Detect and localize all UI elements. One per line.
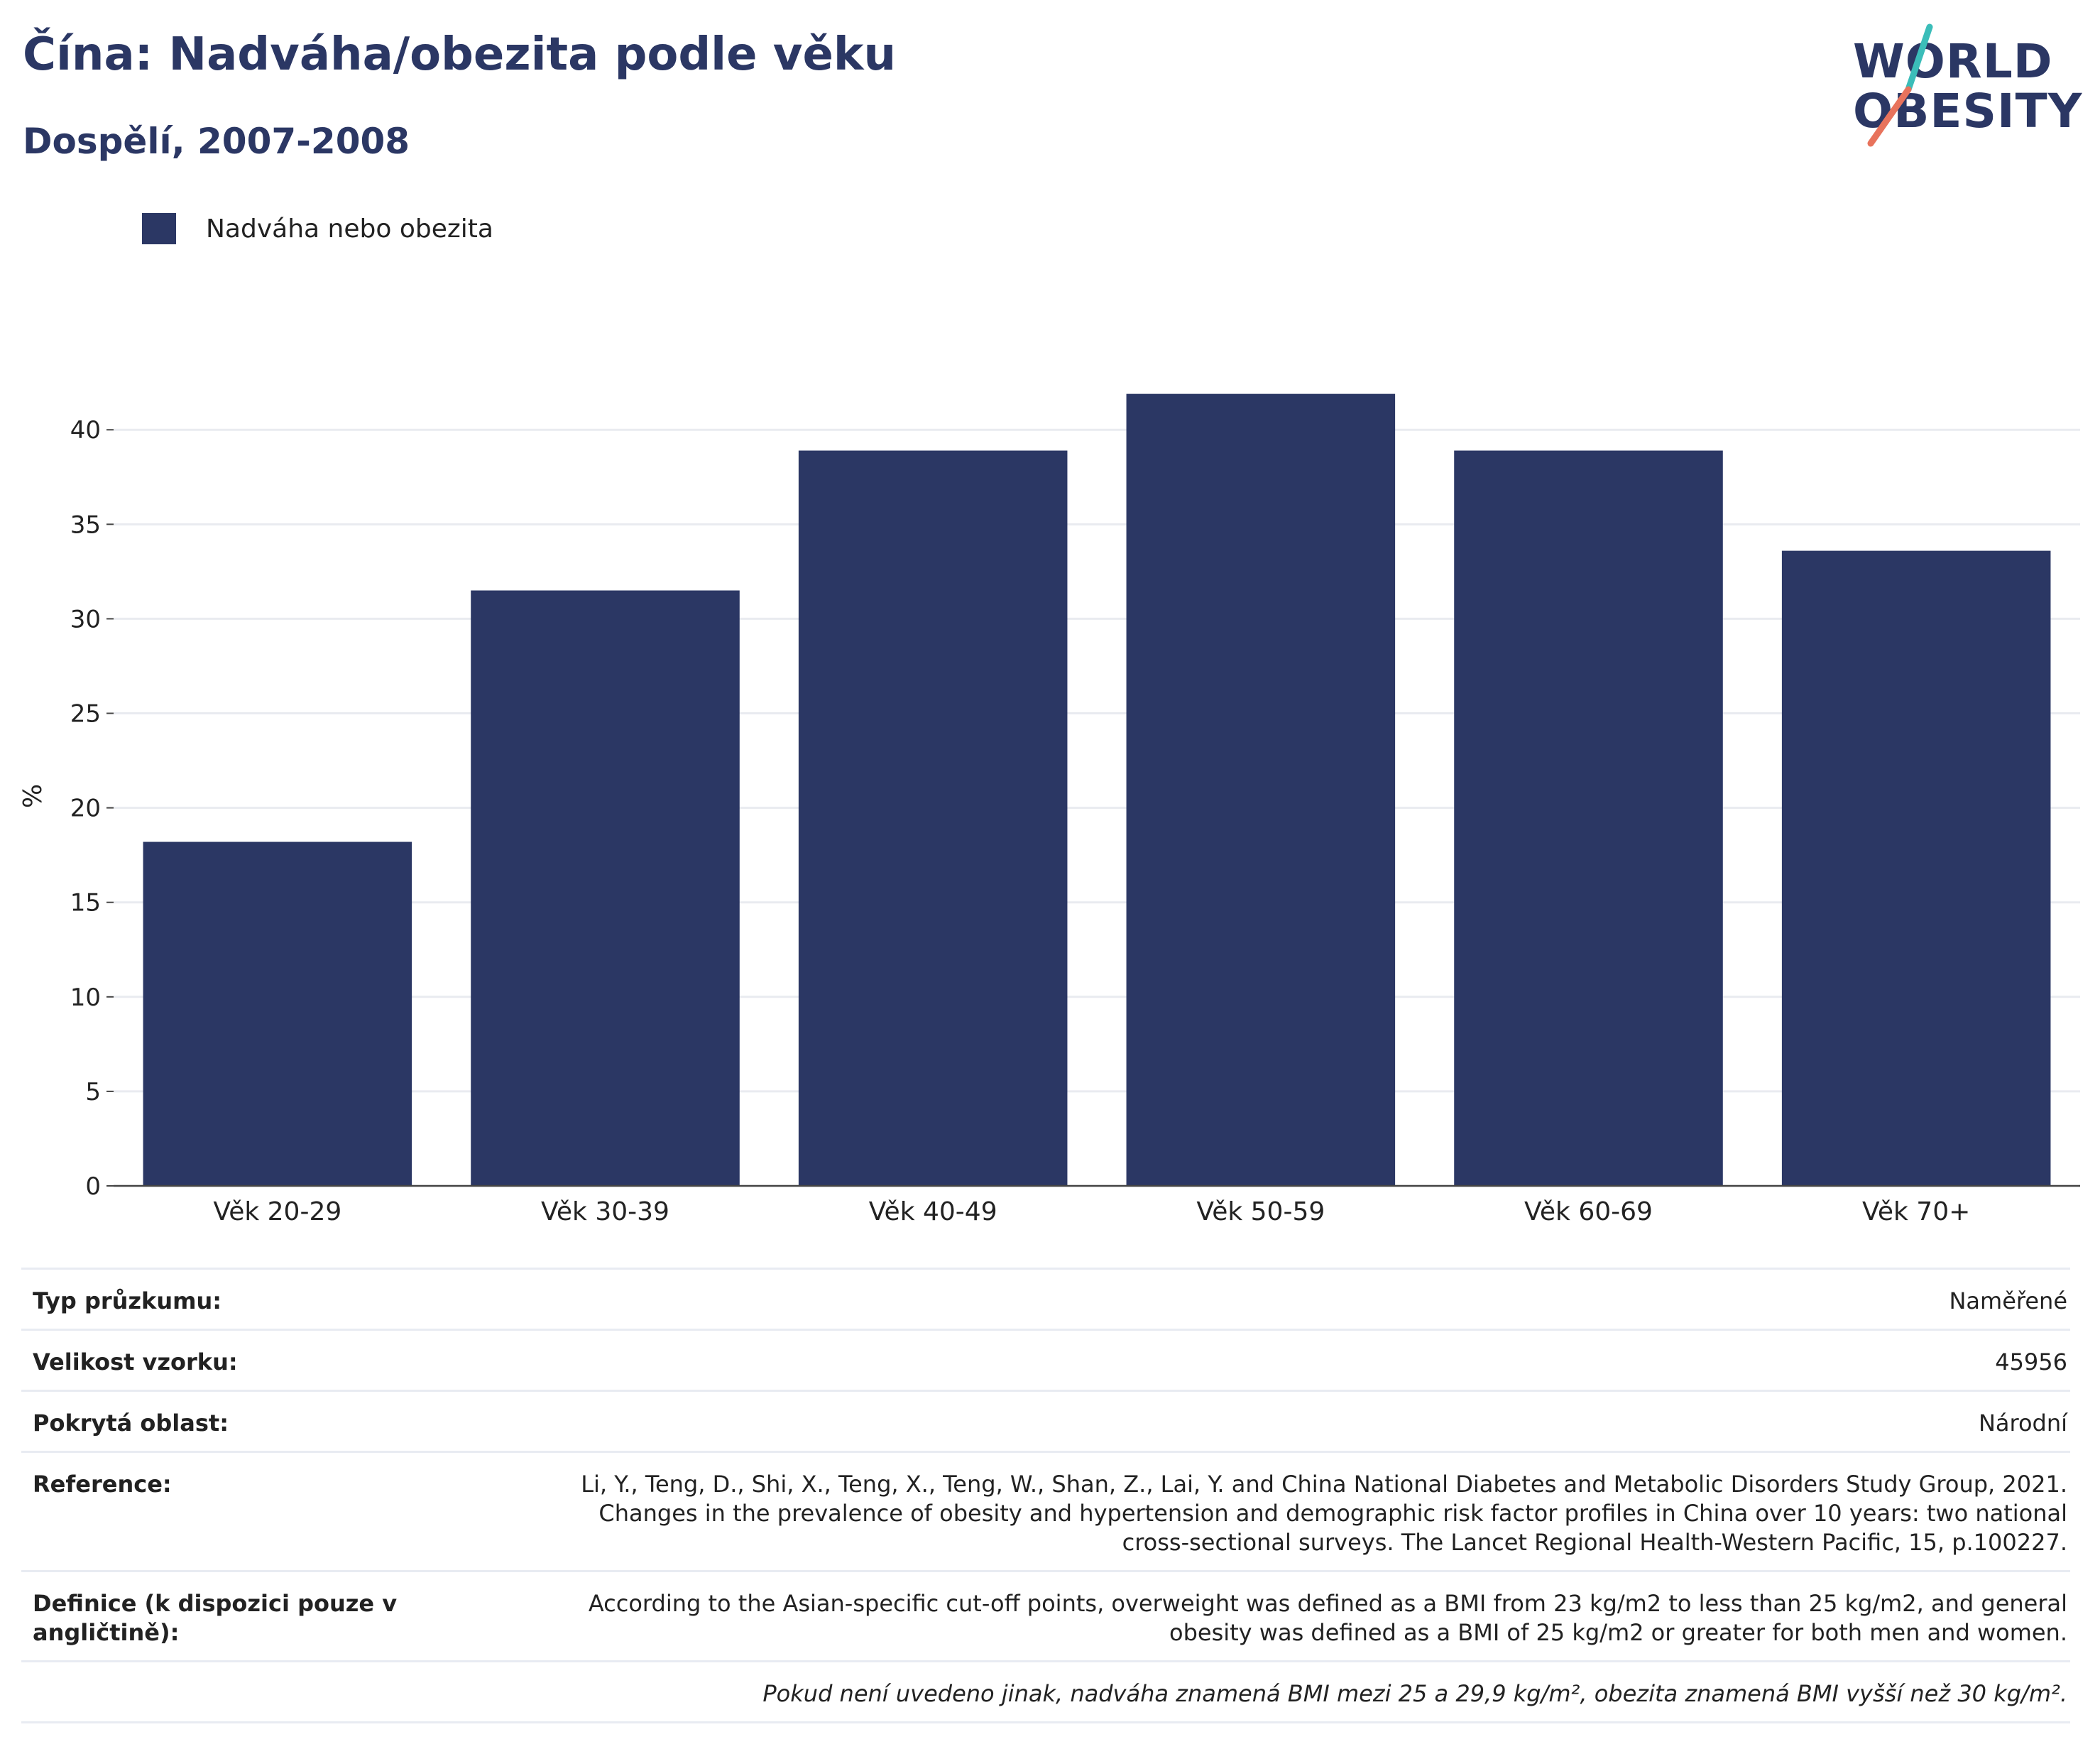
bar — [798, 450, 1068, 1186]
bar-chart: 0 5 10 15 20 25 30 35 40 Věk 20-29 Věk 30-39 Věk 40… — [18, 393, 2080, 1226]
bar — [143, 841, 412, 1186]
y-tick-label: 40 — [70, 416, 101, 445]
y-axis-title: % — [18, 784, 48, 808]
legend-swatch — [142, 213, 176, 244]
info-row-survey-type: Typ průzkumu: Naměřené — [21, 1268, 2070, 1330]
info-value: According to the Asian-specific cut-off … — [544, 1570, 2070, 1662]
info-value: 45956 — [544, 1329, 2070, 1391]
chart-title: Čína: Nadváha/obezita podle věku — [23, 28, 897, 81]
survey-info-table: Typ průzkumu: Naměřené Velikost vzorku: … — [21, 1268, 2070, 1723]
x-tick-label: Věk 30-39 — [541, 1197, 669, 1226]
world-obesity-logo: WORLD OBESITY — [1853, 21, 2087, 149]
y-tick-label: 20 — [70, 795, 101, 823]
logo-slash-icon — [1867, 23, 1933, 147]
bar — [471, 590, 740, 1186]
info-key: Typ průzkumu: — [21, 1268, 544, 1330]
info-key: Velikost vzorku: — [21, 1329, 544, 1391]
info-value: Národní — [544, 1390, 2070, 1452]
info-value: Naměřené — [544, 1268, 2070, 1330]
legend-label: Nadváha nebo obezita — [206, 214, 493, 244]
chart-subtitle: Dospělí, 2007-2008 — [23, 121, 410, 162]
info-row-footnote: Pokud není uvedeno jinak, nadváha znamen… — [21, 1660, 2070, 1723]
footnote: Pokud není uvedeno jinak, nadváha znamen… — [21, 1660, 2070, 1723]
logo-word-world: WORLD — [1853, 34, 2053, 89]
x-tick-label: Věk 70+ — [1862, 1197, 1970, 1226]
y-tick-label: 0 — [85, 1172, 101, 1201]
info-key: Reference: — [21, 1451, 544, 1571]
x-tick-label: Věk 60-69 — [1524, 1197, 1653, 1226]
bar — [1781, 550, 2051, 1186]
x-tick-label: Věk 50-59 — [1196, 1197, 1325, 1226]
info-key: Pokrytá oblast: — [21, 1390, 544, 1452]
grid-lines — [114, 428, 2080, 1093]
info-value: Li, Y., Teng, D., Shi, X., Teng, X., Ten… — [544, 1451, 2070, 1571]
info-row-sample-size: Velikost vzorku: 45956 — [21, 1329, 2070, 1391]
x-tick-label: Věk 20-29 — [213, 1197, 341, 1226]
y-tick-label: 30 — [70, 605, 101, 633]
y-tick-label: 35 — [70, 511, 101, 539]
info-row-coverage: Pokrytá oblast: Národní — [21, 1390, 2070, 1452]
bars — [143, 393, 2051, 1187]
y-tick-label: 25 — [70, 700, 101, 729]
info-row-definition: Definice (k dispozici pouze v angličtině… — [21, 1570, 2070, 1662]
x-tick-label: Věk 40-49 — [869, 1197, 997, 1226]
y-tick-label: 5 — [85, 1078, 101, 1106]
axes: 0 5 10 15 20 25 30 35 40 Věk 20-29 Věk 30-39 Věk 40… — [18, 416, 2080, 1226]
info-key: Definice (k dispozici pouze v angličtině… — [21, 1570, 544, 1662]
bar — [1454, 450, 1723, 1186]
info-row-reference: Reference: Li, Y., Teng, D., Shi, X., Te… — [21, 1451, 2070, 1571]
y-tick-label: 15 — [70, 889, 101, 917]
y-tick-label: 10 — [70, 984, 101, 1012]
bar — [1126, 393, 1396, 1187]
